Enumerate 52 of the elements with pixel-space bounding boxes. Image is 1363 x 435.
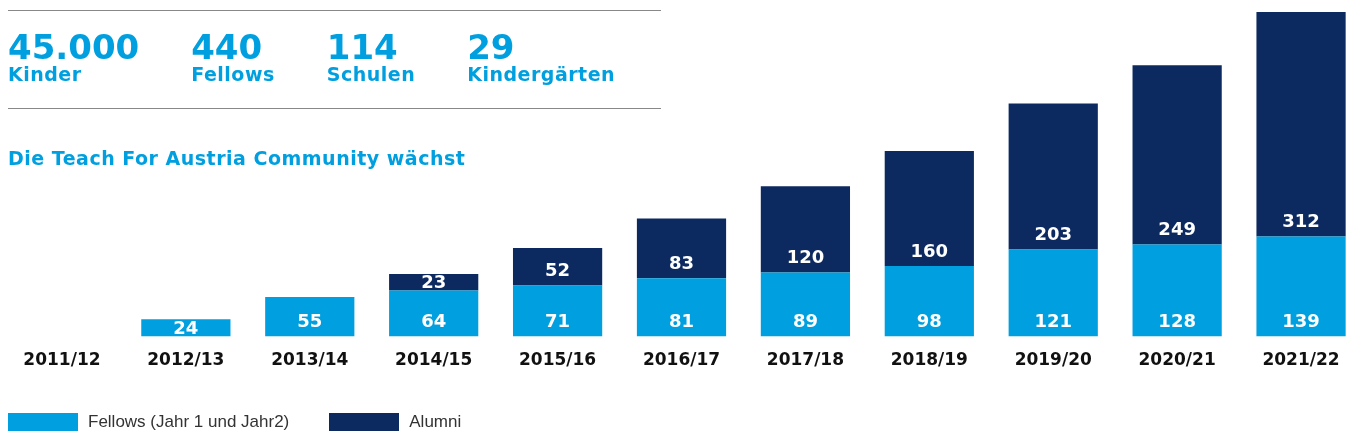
data-label: 98 xyxy=(916,310,942,332)
bar xyxy=(512,285,603,337)
data-label: 81 xyxy=(668,310,695,332)
data-label: 249 xyxy=(1158,218,1196,240)
bar xyxy=(265,297,355,337)
bar xyxy=(512,248,603,286)
bar xyxy=(1256,12,1346,237)
data-label: 121 xyxy=(1034,310,1073,332)
annotation: 114 Schulen xyxy=(326,27,416,85)
bar xyxy=(760,272,851,337)
x-tick-label: 2012/13 xyxy=(147,349,225,370)
x-tick-label: 2016/17 xyxy=(642,349,721,370)
data-label: 71 xyxy=(545,310,571,332)
x-tick-label: 2019/20 xyxy=(1014,349,1092,370)
bar xyxy=(884,266,974,337)
x-tick-label: 2018/19 xyxy=(890,349,968,370)
x-tick-label: 2017/18 xyxy=(766,349,844,370)
legend-label: Fellows (Jahr 1 und Jahr2) xyxy=(88,412,290,432)
bar xyxy=(1008,103,1098,250)
bar xyxy=(636,278,727,337)
data-label: 203 xyxy=(1034,223,1073,245)
data-label: 64 xyxy=(421,310,447,332)
x-tick-label: 2021/22 xyxy=(1262,349,1340,370)
bar xyxy=(636,218,727,279)
data-label: 312 xyxy=(1282,210,1320,232)
bar xyxy=(389,290,479,337)
annotation: 440 Fellows xyxy=(191,27,275,85)
data-label: 89 xyxy=(792,310,818,332)
legend-label: Alumni xyxy=(409,412,462,432)
bar xyxy=(884,150,974,267)
text: Die Teach For Austria Community wächst xyxy=(8,147,466,169)
data-label: 128 xyxy=(1158,310,1196,332)
bar xyxy=(1132,244,1222,337)
x-tick-label: 2015/16 xyxy=(519,349,597,370)
data-label: 139 xyxy=(1282,310,1320,332)
data-label: 24 xyxy=(173,316,199,338)
bar xyxy=(1008,249,1098,337)
bar xyxy=(1256,236,1346,337)
x-tick-label: 2013/14 xyxy=(271,349,349,370)
data-label: 160 xyxy=(910,239,949,261)
x-tick-label: 2020/21 xyxy=(1138,349,1216,370)
data-label: 55 xyxy=(297,310,323,332)
x-tick-label: 2011/12 xyxy=(23,349,101,370)
x-tick-label: 2014/15 xyxy=(395,349,473,370)
annotation: 45.000 Kinder xyxy=(8,27,140,85)
bar xyxy=(1132,65,1222,245)
data-label: 120 xyxy=(786,246,825,268)
data-label: 83 xyxy=(668,251,695,273)
data-label: 52 xyxy=(545,259,571,281)
data-label: 23 xyxy=(421,270,447,292)
bar xyxy=(760,186,851,273)
annotation: 29 Kindergärten xyxy=(467,27,616,85)
